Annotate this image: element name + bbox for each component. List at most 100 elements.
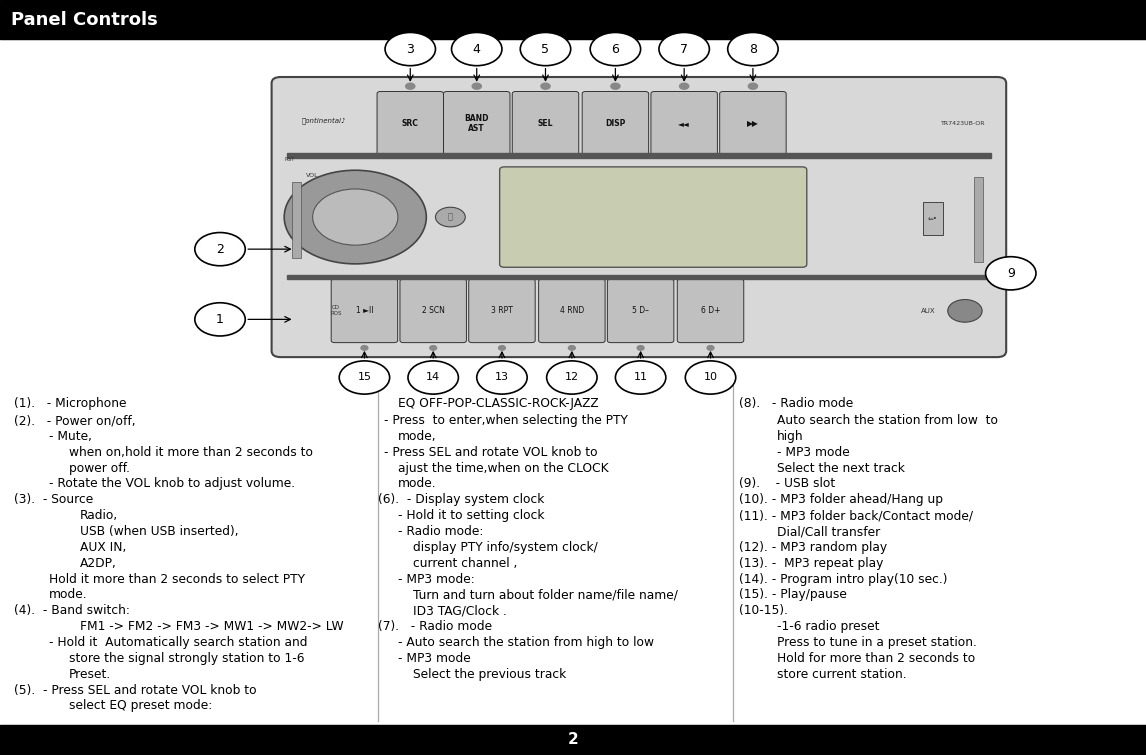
Circle shape: [430, 346, 437, 350]
Text: select EQ preset mode:: select EQ preset mode:: [69, 699, 212, 713]
Text: store the signal strongly station to 1-6: store the signal strongly station to 1-6: [69, 652, 304, 665]
Text: A2DP,: A2DP,: [80, 556, 117, 570]
Text: 2 SCN: 2 SCN: [422, 307, 445, 316]
FancyBboxPatch shape: [607, 279, 674, 343]
Text: Press to tune in a preset station.: Press to tune in a preset station.: [777, 636, 976, 649]
Text: (7).   - Radio mode: (7). - Radio mode: [378, 620, 493, 633]
Text: Preset.: Preset.: [69, 667, 111, 681]
Bar: [286, 275, 991, 279]
Text: 6 D+: 6 D+: [700, 307, 721, 316]
Text: SRC: SRC: [402, 119, 418, 128]
Text: FM1 -> FM2 -> FM3 -> MW1 -> MW2-> LW: FM1 -> FM2 -> FM3 -> MW1 -> MW2-> LW: [80, 620, 344, 633]
Text: 6: 6: [612, 42, 619, 56]
Text: (3).  - Source: (3). - Source: [14, 493, 93, 507]
Text: mode.: mode.: [49, 588, 88, 602]
Text: DISP: DISP: [605, 119, 626, 128]
Bar: [923, 202, 943, 235]
Circle shape: [948, 300, 982, 322]
Circle shape: [385, 32, 435, 66]
Text: (2).   - Power on/off,: (2). - Power on/off,: [14, 414, 135, 427]
Text: (4).  - Band switch:: (4). - Band switch:: [14, 604, 129, 618]
Circle shape: [361, 346, 368, 350]
Circle shape: [435, 207, 465, 226]
Text: TR7423UB-OR: TR7423UB-OR: [941, 121, 986, 126]
Text: 5: 5: [542, 42, 549, 56]
Circle shape: [680, 83, 689, 89]
Text: 4: 4: [473, 42, 480, 56]
Text: 3 RPT: 3 RPT: [490, 307, 513, 316]
Text: - MP3 mode:: - MP3 mode:: [398, 572, 474, 586]
Text: 4 RND: 4 RND: [559, 307, 584, 316]
Text: Dial/Call transfer: Dial/Call transfer: [777, 525, 880, 538]
Text: 15: 15: [358, 372, 371, 383]
Circle shape: [195, 233, 245, 266]
Text: (13). -  MP3 repeat play: (13). - MP3 repeat play: [739, 556, 884, 570]
Text: - MP3 mode: - MP3 mode: [777, 445, 849, 459]
Text: (14). - Program intro play(10 sec.): (14). - Program intro play(10 sec.): [739, 572, 948, 586]
FancyBboxPatch shape: [651, 91, 717, 155]
Circle shape: [611, 83, 620, 89]
Circle shape: [452, 32, 502, 66]
Text: ◄◄: ◄◄: [678, 119, 690, 128]
Text: mode,: mode,: [398, 430, 437, 443]
Text: Select the next track: Select the next track: [777, 461, 905, 475]
Text: 8: 8: [749, 42, 756, 56]
Text: 13: 13: [495, 372, 509, 383]
Text: AUX IN,: AUX IN,: [80, 541, 126, 554]
FancyBboxPatch shape: [331, 279, 398, 343]
Text: ajust the time,when on the CLOCK: ajust the time,when on the CLOCK: [398, 461, 609, 475]
Text: ⭘: ⭘: [448, 213, 453, 221]
FancyBboxPatch shape: [539, 279, 605, 343]
Text: - Auto search the station from high to low: - Auto search the station from high to l…: [398, 636, 653, 649]
Circle shape: [590, 32, 641, 66]
Text: - Press SEL and rotate VOL knob to: - Press SEL and rotate VOL knob to: [384, 445, 597, 459]
Text: (15). - Play/pause: (15). - Play/pause: [739, 588, 847, 602]
Text: CD
ROS: CD ROS: [330, 306, 342, 316]
Text: ID3 TAG/Clock .: ID3 TAG/Clock .: [413, 604, 507, 618]
Text: - Hold it  Automatically search station and: - Hold it Automatically search station a…: [49, 636, 308, 649]
Circle shape: [986, 257, 1036, 290]
Text: Hold it more than 2 seconds to select PTY: Hold it more than 2 seconds to select PT…: [49, 572, 305, 586]
Text: VOL: VOL: [306, 174, 319, 178]
Text: 12: 12: [565, 372, 579, 383]
Circle shape: [615, 361, 666, 394]
Text: BAND
AST: BAND AST: [464, 113, 489, 133]
FancyBboxPatch shape: [512, 91, 579, 155]
Text: power off.: power off.: [69, 461, 129, 475]
FancyBboxPatch shape: [500, 167, 807, 267]
Circle shape: [547, 361, 597, 394]
Text: Auto search the station from low  to: Auto search the station from low to: [777, 414, 998, 427]
Text: USB (when USB inserted),: USB (when USB inserted),: [80, 525, 238, 538]
FancyBboxPatch shape: [582, 91, 649, 155]
Text: (9).    - USB slot: (9). - USB slot: [739, 477, 835, 491]
Text: 10: 10: [704, 372, 717, 383]
FancyBboxPatch shape: [272, 77, 1006, 357]
Text: 9: 9: [1007, 267, 1014, 280]
Text: 2: 2: [567, 732, 579, 747]
Text: 7: 7: [681, 42, 688, 56]
Text: current channel ,: current channel ,: [413, 556, 517, 570]
Text: store current station.: store current station.: [777, 667, 906, 681]
FancyBboxPatch shape: [400, 279, 466, 343]
FancyBboxPatch shape: [377, 91, 444, 155]
Text: - MP3 mode: - MP3 mode: [398, 652, 470, 665]
Text: - Radio mode:: - Radio mode:: [398, 525, 482, 538]
Text: (10-15).: (10-15).: [739, 604, 788, 618]
Text: AUX: AUX: [921, 308, 935, 314]
Text: -1-6 radio preset: -1-6 radio preset: [777, 620, 879, 633]
Text: (11). - MP3 folder back/Contact mode/: (11). - MP3 folder back/Contact mode/: [739, 509, 973, 522]
Circle shape: [408, 361, 458, 394]
Circle shape: [477, 361, 527, 394]
Bar: [286, 153, 991, 158]
Text: SEL: SEL: [537, 119, 554, 128]
Text: (10). - MP3 folder ahead/Hang up: (10). - MP3 folder ahead/Hang up: [739, 493, 943, 507]
Text: Radio,: Radio,: [80, 509, 118, 522]
Text: (12). - MP3 random play: (12). - MP3 random play: [739, 541, 887, 554]
Circle shape: [659, 32, 709, 66]
Text: when on,hold it more than 2 seconds to: when on,hold it more than 2 seconds to: [69, 445, 313, 459]
Text: Turn and turn about folder name/file name/: Turn and turn about folder name/file nam…: [413, 588, 677, 602]
Text: 3: 3: [407, 42, 414, 56]
Text: mode.: mode.: [398, 477, 437, 491]
Circle shape: [728, 32, 778, 66]
Circle shape: [637, 346, 644, 350]
